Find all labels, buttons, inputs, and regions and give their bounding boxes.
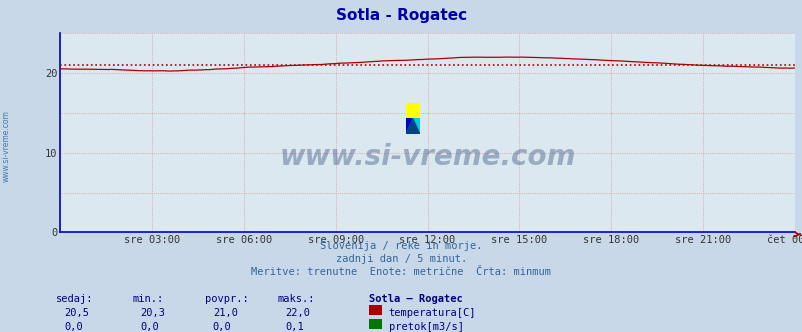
- Polygon shape: [405, 119, 412, 134]
- Text: sedaj:: sedaj:: [56, 294, 94, 304]
- Text: 21,0: 21,0: [213, 308, 237, 318]
- Text: maks.:: maks.:: [277, 294, 314, 304]
- Polygon shape: [412, 119, 419, 134]
- Text: Slovenija / reke in morje.: Slovenija / reke in morje.: [320, 241, 482, 251]
- Text: 20,5: 20,5: [64, 308, 89, 318]
- Text: zadnji dan / 5 minut.: zadnji dan / 5 minut.: [335, 254, 467, 264]
- Text: www.si-vreme.com: www.si-vreme.com: [2, 110, 11, 182]
- Polygon shape: [405, 119, 419, 134]
- Text: povpr.:: povpr.:: [205, 294, 248, 304]
- Text: pretok[m3/s]: pretok[m3/s]: [388, 322, 463, 332]
- Text: 0,0: 0,0: [64, 322, 83, 332]
- Text: Sotla - Rogatec: Sotla - Rogatec: [335, 8, 467, 23]
- Text: 0,1: 0,1: [285, 322, 303, 332]
- Text: 20,3: 20,3: [140, 308, 165, 318]
- Text: temperatura[C]: temperatura[C]: [388, 308, 476, 318]
- Text: min.:: min.:: [132, 294, 164, 304]
- Text: 0,0: 0,0: [140, 322, 159, 332]
- Text: www.si-vreme.com: www.si-vreme.com: [279, 143, 575, 171]
- Text: 22,0: 22,0: [285, 308, 310, 318]
- Polygon shape: [405, 103, 419, 119]
- Text: 0,0: 0,0: [213, 322, 231, 332]
- Text: Sotla – Rogatec: Sotla – Rogatec: [369, 294, 463, 304]
- Text: Meritve: trenutne  Enote: metrične  Črta: minmum: Meritve: trenutne Enote: metrične Črta: …: [251, 267, 551, 277]
